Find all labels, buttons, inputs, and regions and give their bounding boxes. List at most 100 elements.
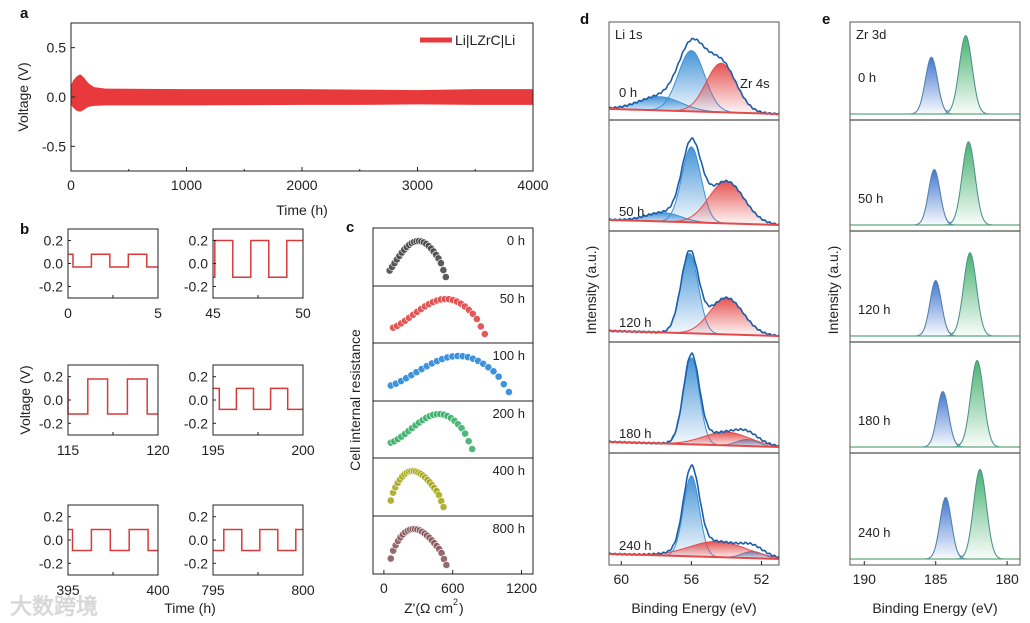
series-time-label: 0 h — [507, 233, 525, 248]
panel-b-subplot-axes — [212, 364, 304, 436]
x-tick-label: 200 — [291, 442, 315, 458]
x-tick-label: 395 — [56, 582, 80, 598]
panel-c-letter: c — [346, 219, 354, 236]
x-tick-label: 56 — [684, 571, 700, 587]
x-axis-label: Binding Energy (eV) — [631, 600, 756, 616]
panel-e-axes — [849, 21, 1021, 566]
spectrum-time-label: 180 h — [619, 426, 652, 441]
impedance-point — [439, 266, 448, 274]
impedance-point — [439, 503, 448, 511]
y-tick-label: -0.2 — [39, 279, 63, 295]
impedance-point — [386, 554, 395, 563]
envelope-fit-line — [850, 468, 1020, 560]
panel-d-title: Li 1s — [615, 27, 643, 42]
x-tick-label: 5 — [154, 305, 162, 321]
impedance-point — [386, 496, 395, 505]
impedance-point — [442, 561, 451, 569]
x-tick-label: 795 — [201, 582, 225, 598]
x-tick-label: 1000 — [171, 177, 202, 193]
y-tick-label: 0.0 — [189, 392, 209, 408]
y-tick-label: 0.2 — [44, 509, 64, 525]
panel-b-subplot-axes — [67, 228, 159, 299]
y-tick-label: 0.2 — [189, 369, 209, 385]
panel-e-letter: e — [822, 11, 830, 28]
voltage-square-wave — [213, 239, 303, 279]
series-time-label: 400 h — [492, 463, 525, 478]
x-tick-label: 180 — [995, 571, 1019, 587]
y-tick-label: -0.2 — [184, 555, 208, 571]
y-tick-label: 0.0 — [189, 532, 209, 548]
panel-d-letter: d — [580, 11, 589, 28]
x-tick-label: 2000 — [286, 177, 317, 193]
voltage-square-wave — [213, 387, 303, 411]
x-tick-label: 3000 — [402, 177, 433, 193]
x-tick-label: 185 — [924, 571, 948, 587]
y-tick-label: -0.2 — [39, 415, 63, 431]
x-tick-label: 52 — [754, 571, 770, 587]
y-tick-label: -0.2 — [184, 279, 208, 295]
impedance-point — [476, 322, 485, 331]
baseline — [608, 218, 780, 226]
y-axis-label: Voltage (V) — [15, 62, 31, 131]
zr-4s-annotation: Zr 4s — [740, 76, 770, 91]
envelope-fit-line — [608, 136, 780, 227]
impedance-point — [499, 380, 508, 389]
voltage-square-wave — [68, 253, 158, 268]
x-tick-label: 190 — [853, 571, 877, 587]
y-axis-label: Cell internal resistance — [347, 329, 363, 471]
spectrum-time-label: 240 h — [858, 525, 891, 540]
impedance-point — [480, 330, 489, 338]
panel-d-axes — [608, 21, 780, 566]
impedance-point — [457, 424, 466, 433]
impedance-point — [468, 309, 477, 318]
panel-b-subplot-axes — [212, 504, 304, 576]
impedance-point — [505, 388, 513, 396]
spectrum-time-label: 240 h — [619, 538, 652, 553]
impedance-point — [464, 437, 473, 446]
panel-a-letter: a — [20, 5, 29, 22]
baseline — [608, 329, 780, 337]
impedance-point — [489, 367, 498, 376]
x-axis-label: Time (h) — [164, 600, 216, 616]
y-tick-label: 0.2 — [44, 233, 64, 249]
spectrum-time-label: 120 h — [858, 302, 891, 317]
voltage-square-wave — [68, 528, 158, 552]
impedance-point — [437, 259, 445, 268]
spectrum-time-label: 50 h — [619, 204, 644, 219]
panel-b-subplot-axes — [67, 364, 159, 436]
impedance-point — [468, 445, 477, 453]
x-axis-label: Binding Energy (eV) — [872, 600, 997, 616]
y-tick-label: 0.2 — [189, 509, 209, 525]
y-tick-label: -0.5 — [42, 138, 66, 154]
spectrum-time-label: 50 h — [858, 191, 883, 206]
x-axis-label: Time (h) — [276, 202, 328, 218]
y-tick-label: 0.0 — [44, 256, 64, 272]
x-tick-label: 400 — [146, 582, 170, 598]
y-tick-label: -0.2 — [184, 415, 208, 431]
voltage-band-series — [71, 74, 533, 112]
baseline — [608, 107, 780, 115]
series-time-label: 50 h — [500, 291, 525, 306]
series-time-label: 800 h — [492, 521, 525, 536]
panel-e-title: Zr 3d — [856, 27, 886, 42]
baseline — [608, 552, 780, 560]
x-tick-label: 195 — [201, 442, 225, 458]
x-tick-label: 0 — [380, 580, 388, 596]
spectrum-time-label: 120 h — [619, 315, 652, 330]
y-tick-label: 0.5 — [47, 40, 67, 56]
watermark-text: 大数跨境 — [10, 594, 98, 619]
y-tick-label: 0.0 — [47, 89, 67, 105]
legend-label: Li|LZrC|Li — [455, 32, 515, 48]
impedance-point — [441, 273, 450, 281]
x-tick-label: 45 — [205, 305, 221, 321]
impedance-point — [494, 372, 503, 381]
spectrum-time-label: 0 h — [858, 70, 876, 85]
y-tick-label: 0.0 — [189, 256, 209, 272]
impedance-point — [461, 429, 470, 438]
spectrum-time-label: 0 h — [619, 85, 637, 100]
envelope-fit-line — [608, 37, 780, 116]
y-tick-label: 0.0 — [44, 532, 64, 548]
x-tick-label: 800 — [291, 582, 315, 598]
y-tick-label: 0.0 — [44, 392, 64, 408]
